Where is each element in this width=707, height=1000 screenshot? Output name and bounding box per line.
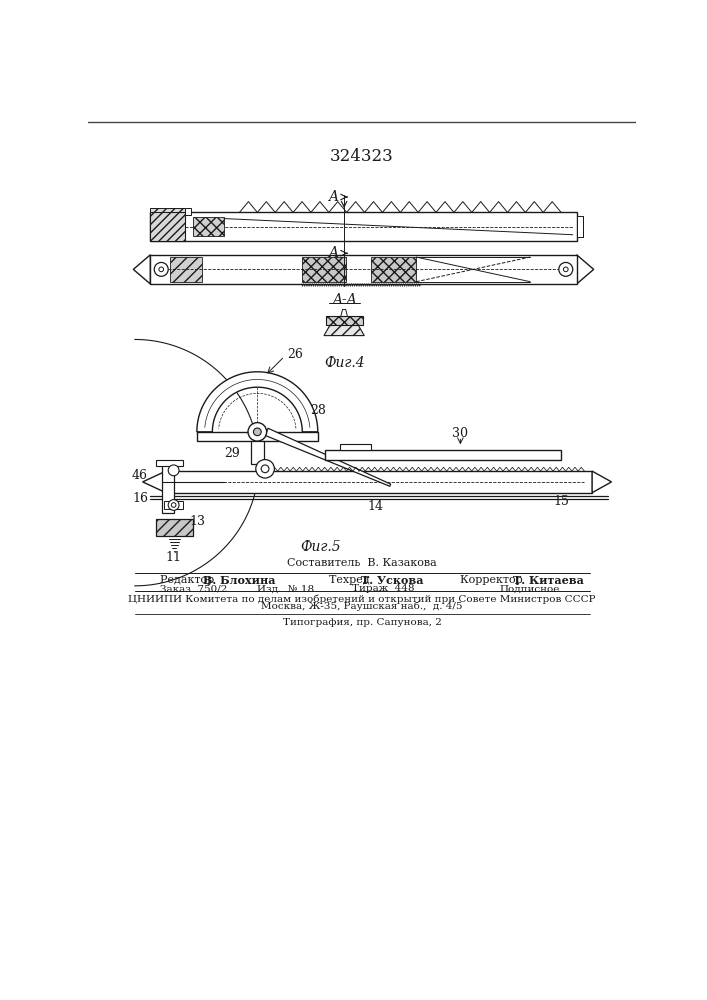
Text: Подписное: Подписное xyxy=(499,584,559,593)
Bar xyxy=(340,444,371,450)
Bar xyxy=(325,316,363,325)
Bar xyxy=(325,450,561,460)
Polygon shape xyxy=(577,255,594,284)
Bar xyxy=(156,460,183,466)
Text: A: A xyxy=(328,190,338,204)
Bar xyxy=(170,257,202,282)
Circle shape xyxy=(559,262,573,276)
Text: Тираж  448: Тираж 448 xyxy=(352,584,414,593)
Text: 324323: 324323 xyxy=(330,148,394,165)
Text: 16: 16 xyxy=(132,492,148,505)
Text: 28: 28 xyxy=(310,404,326,417)
Text: Фиг.4: Фиг.4 xyxy=(324,356,364,370)
Bar xyxy=(577,216,583,237)
Bar xyxy=(151,208,185,212)
Text: 13: 13 xyxy=(189,515,205,528)
Bar xyxy=(162,463,174,513)
Text: 11: 11 xyxy=(165,551,182,564)
Bar xyxy=(166,471,592,493)
Bar xyxy=(193,217,224,236)
Polygon shape xyxy=(265,428,391,486)
Circle shape xyxy=(261,465,269,473)
Text: Изд.  № 18: Изд. № 18 xyxy=(257,584,315,593)
Bar xyxy=(251,441,264,464)
Circle shape xyxy=(171,503,176,507)
Text: 30: 30 xyxy=(452,427,468,440)
Bar xyxy=(156,519,193,536)
Circle shape xyxy=(563,267,568,272)
Text: Т. Ускова: Т. Ускова xyxy=(361,575,423,586)
Bar xyxy=(185,208,192,215)
Text: Техред: Техред xyxy=(329,575,376,585)
Text: ЦНИИПИ Комитета по делам изобретений и открытий при Совете Министров СССР: ЦНИИПИ Комитета по делам изобретений и о… xyxy=(128,594,596,604)
Polygon shape xyxy=(134,255,151,284)
Bar xyxy=(151,212,577,241)
Circle shape xyxy=(168,465,179,476)
Circle shape xyxy=(253,428,261,436)
Polygon shape xyxy=(197,372,317,432)
Text: 14: 14 xyxy=(367,500,383,513)
Text: Корректор: Корректор xyxy=(460,575,530,585)
Text: Редактор: Редактор xyxy=(160,575,221,585)
Text: Заказ  750/2: Заказ 750/2 xyxy=(160,584,227,593)
Bar xyxy=(371,257,416,282)
Bar xyxy=(151,212,185,241)
Bar xyxy=(301,257,346,282)
Circle shape xyxy=(154,262,168,276)
Polygon shape xyxy=(324,325,364,336)
Text: Т. Китаева: Т. Китаева xyxy=(513,575,584,586)
Text: Фиг.5: Фиг.5 xyxy=(300,540,341,554)
Text: В. Блохина: В. Блохина xyxy=(203,575,276,586)
Polygon shape xyxy=(592,471,612,493)
Text: Москва, Ж-35, Раушская наб.,  д. 4/5: Москва, Ж-35, Раушская наб., д. 4/5 xyxy=(261,602,462,611)
Text: Составитель  В. Казакова: Составитель В. Казакова xyxy=(287,558,437,568)
Circle shape xyxy=(159,267,163,272)
Bar xyxy=(197,432,317,441)
Text: 15: 15 xyxy=(554,495,569,508)
Text: 26: 26 xyxy=(287,348,303,361)
Text: Типография, пр. Сапунова, 2: Типография, пр. Сапунова, 2 xyxy=(283,618,441,627)
Text: A: A xyxy=(328,246,338,260)
Bar xyxy=(164,501,183,509)
Text: 46: 46 xyxy=(132,469,148,482)
Polygon shape xyxy=(143,471,166,493)
Text: 29: 29 xyxy=(225,447,240,460)
Circle shape xyxy=(256,460,274,478)
Circle shape xyxy=(168,500,179,510)
Bar xyxy=(151,255,577,284)
Text: A-A: A-A xyxy=(332,293,356,307)
Circle shape xyxy=(248,423,267,441)
